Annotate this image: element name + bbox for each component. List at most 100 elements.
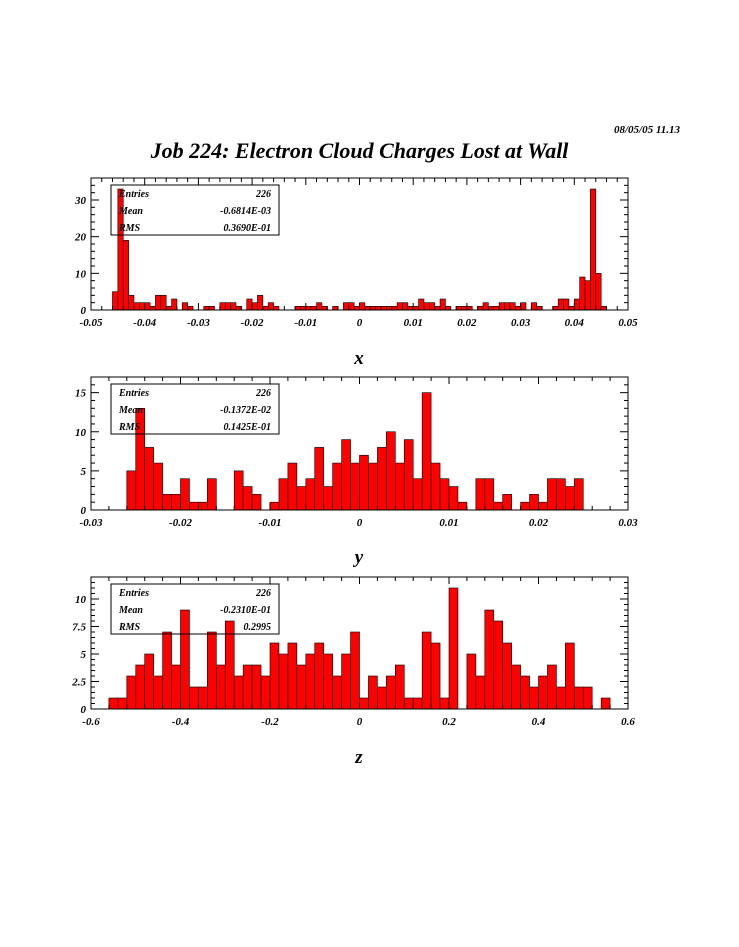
histogram-bar bbox=[260, 675, 271, 710]
histogram-bar bbox=[341, 439, 351, 511]
histogram-bar bbox=[181, 302, 188, 311]
x-tick-label: -0.6 bbox=[82, 716, 100, 728]
stats-label: RMS bbox=[118, 422, 141, 433]
histogram-bar bbox=[484, 609, 495, 710]
histogram-bar bbox=[565, 486, 575, 511]
histogram-bar bbox=[144, 653, 154, 710]
x-tick-label: -0.02 bbox=[169, 517, 192, 529]
x-tick-label: 0.6 bbox=[621, 716, 635, 728]
histogram-bar bbox=[461, 306, 468, 311]
histogram-bar bbox=[394, 462, 405, 511]
histogram-bar bbox=[153, 675, 163, 710]
histogram-bar bbox=[600, 306, 607, 311]
histogram-bar bbox=[300, 306, 307, 311]
histogram-bar bbox=[421, 631, 432, 710]
stats-box bbox=[110, 583, 280, 635]
histogram-bar bbox=[316, 302, 323, 311]
histogram-bar bbox=[257, 295, 264, 311]
histogram-bar bbox=[323, 486, 333, 511]
histogram-bar bbox=[122, 240, 129, 311]
histogram-bar bbox=[133, 302, 140, 311]
histogram-bar bbox=[455, 306, 462, 311]
histogram-bar bbox=[520, 302, 527, 311]
x-axis-label: z bbox=[354, 747, 363, 768]
y-tick-label: 15 bbox=[75, 388, 87, 400]
histogram-bar bbox=[573, 298, 580, 311]
x-tick-label: 0.02 bbox=[529, 517, 549, 529]
histogram-bar bbox=[135, 664, 145, 710]
histogram-bar bbox=[171, 298, 178, 311]
x-tick-label: -0.03 bbox=[80, 517, 103, 529]
y-tick-label: 0 bbox=[81, 305, 87, 317]
histogram-bar bbox=[563, 298, 570, 311]
histogram-bar bbox=[529, 686, 539, 710]
histogram-bar bbox=[144, 302, 151, 311]
x-tick-label: 0.03 bbox=[618, 517, 638, 529]
stats-box bbox=[110, 383, 280, 435]
stats-value: 226 bbox=[255, 388, 271, 399]
histogram-bar bbox=[305, 478, 316, 511]
histogram-bar bbox=[557, 298, 564, 311]
histogram-bar bbox=[439, 697, 450, 710]
histogram-bar bbox=[514, 306, 521, 311]
histogram-bar bbox=[448, 486, 459, 511]
histogram-bar bbox=[488, 306, 495, 311]
stats-value: 226 bbox=[255, 189, 271, 200]
stats-label: Mean bbox=[118, 206, 143, 217]
histogram-bar bbox=[294, 306, 301, 311]
plot-frame bbox=[90, 177, 629, 311]
histogram-bar bbox=[126, 675, 137, 710]
histogram-bar bbox=[520, 501, 530, 511]
histogram-bar bbox=[242, 664, 253, 710]
x-tick-label: 0.02 bbox=[457, 317, 477, 329]
stats-value: 0.3690E-01 bbox=[224, 223, 272, 234]
histogram-bar bbox=[207, 478, 217, 511]
histogram-bar bbox=[386, 431, 396, 511]
histogram-bar bbox=[531, 302, 538, 311]
histogram-bar bbox=[180, 609, 190, 710]
histogram-bar bbox=[341, 653, 351, 710]
histogram-bar bbox=[332, 462, 342, 511]
histogram-bar bbox=[269, 642, 280, 710]
histogram-bar bbox=[412, 697, 423, 710]
y-tick-label: 5 bbox=[81, 466, 87, 478]
x-tick-label: 0 bbox=[357, 317, 363, 329]
histogram-bar bbox=[547, 664, 557, 710]
y-tick-label: 0 bbox=[81, 704, 87, 716]
y-tick-label: 2.5 bbox=[71, 677, 86, 689]
histogram-bar bbox=[208, 306, 215, 311]
histogram-bar bbox=[108, 697, 119, 710]
histogram-bar bbox=[573, 686, 584, 710]
histogram-bar bbox=[475, 478, 486, 511]
stats-label: Entries bbox=[118, 388, 149, 399]
histogram-bar bbox=[529, 494, 539, 511]
histogram-bar bbox=[343, 302, 350, 311]
histogram-bar bbox=[296, 486, 307, 511]
x-tick-label: -0.4 bbox=[172, 716, 190, 728]
histogram-bar bbox=[547, 478, 557, 511]
histogram-bar bbox=[568, 306, 575, 311]
x-tick-label: -0.04 bbox=[133, 317, 156, 329]
histogram-bar bbox=[251, 494, 262, 511]
histogram-bar bbox=[579, 276, 586, 311]
histogram-bar bbox=[380, 306, 387, 311]
histogram-bar bbox=[359, 302, 366, 311]
histogram-bar bbox=[314, 642, 324, 710]
histogram-bar bbox=[423, 302, 430, 311]
histogram-bar bbox=[251, 664, 262, 710]
histogram-bar bbox=[348, 302, 355, 311]
stats-value: -0.6814E-03 bbox=[220, 206, 271, 217]
histogram-bar bbox=[287, 642, 298, 710]
histogram-bar bbox=[369, 306, 376, 311]
histogram-bar bbox=[353, 306, 360, 311]
stats-value: -0.1372E-02 bbox=[220, 405, 271, 416]
histogram-bar bbox=[595, 273, 602, 311]
histogram-bar bbox=[162, 631, 172, 710]
histogram-bar bbox=[233, 675, 244, 710]
histogram-bar bbox=[180, 478, 190, 511]
histogram-x: -0.05 -0.04 -0.03 -0.02 -0.01 0 0.01 0.02 0.03 0.… bbox=[74, 177, 638, 369]
histogram-bar bbox=[538, 675, 548, 710]
stats-label: RMS bbox=[118, 622, 141, 633]
page-title: Job 224: Electron Cloud Charges Lost at … bbox=[150, 138, 569, 163]
histogram-bar bbox=[149, 306, 156, 311]
